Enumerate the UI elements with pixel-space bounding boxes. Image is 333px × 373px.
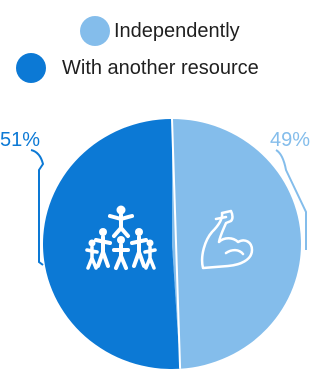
bracket-with-another-resource — [30, 149, 45, 266]
pie-slices — [42, 118, 301, 369]
legend-item-with-another-resource: With another resource — [16, 53, 259, 83]
legend-item-independently: Independently — [80, 16, 240, 46]
flexed-arm-icon — [200, 209, 254, 270]
legend-swatch-independently — [80, 16, 110, 46]
legend-label-independently: Independently — [114, 19, 240, 42]
bracket-independently — [275, 149, 307, 250]
legend-swatch-with-another-resource — [16, 53, 46, 83]
data-label-with-another-resource: 51% — [0, 129, 40, 151]
group-teamwork-icon — [85, 205, 157, 270]
data-label-independently: 49% — [270, 129, 310, 151]
slice-divider — [171, 118, 182, 369]
chart-legend: Independently With another resource — [0, 0, 333, 95]
pie-slice-independently — [172, 119, 301, 369]
legend-label-with-another-resource: With another resource — [62, 56, 259, 79]
